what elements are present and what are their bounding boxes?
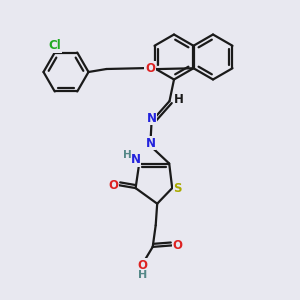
Text: O: O: [109, 178, 119, 192]
Text: H: H: [174, 93, 184, 106]
Text: N: N: [130, 153, 141, 167]
Text: H: H: [123, 150, 132, 160]
Text: S: S: [173, 182, 182, 195]
Text: O: O: [137, 259, 147, 272]
Text: O: O: [172, 239, 183, 252]
Text: N: N: [146, 112, 157, 125]
Text: N: N: [146, 136, 156, 150]
Text: Cl: Cl: [48, 39, 61, 52]
Text: O: O: [145, 62, 155, 75]
Text: H: H: [138, 269, 147, 280]
